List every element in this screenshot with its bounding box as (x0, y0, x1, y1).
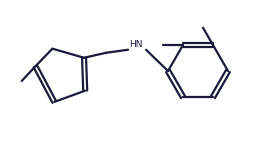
Text: HN: HN (129, 40, 143, 49)
